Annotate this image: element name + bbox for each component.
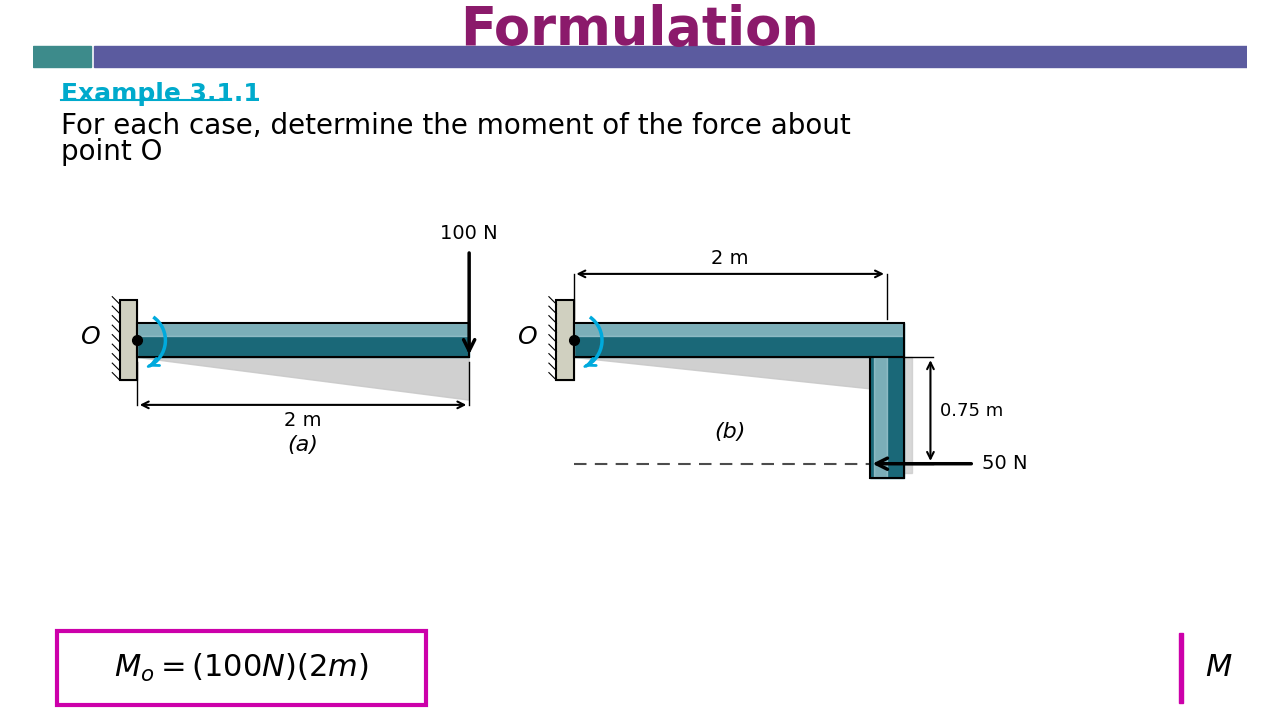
Text: (b): (b) [714,422,746,442]
Bar [874,357,887,478]
Text: Formulation: Formulation [461,4,819,55]
FancyBboxPatch shape [58,631,426,705]
Text: For each case, determine the moment of the force about: For each case, determine the moment of t… [61,112,851,140]
Text: 50 N: 50 N [982,454,1027,473]
Bar [557,300,573,380]
Bar [137,323,470,336]
Text: $M_o = (100N)(2m)$: $M_o = (100N)(2m)$ [114,652,369,684]
Bar [137,323,470,357]
Bar [120,300,137,380]
Text: 0.75 m: 0.75 m [940,402,1004,420]
Text: $M$: $M$ [1204,653,1233,683]
Polygon shape [573,357,887,391]
Bar [573,323,904,357]
Text: point O: point O [61,138,163,166]
Bar [1179,633,1183,703]
Bar [869,357,904,478]
Bar [557,300,573,380]
Text: Example 3.1.1: Example 3.1.1 [61,82,261,106]
Polygon shape [137,357,470,400]
Polygon shape [874,357,913,473]
Text: 2 m: 2 m [712,249,749,268]
Bar [869,357,904,478]
Bar [120,300,137,380]
Bar [573,323,904,357]
Text: O: O [518,325,538,348]
Text: (a): (a) [288,436,319,455]
Text: 2 m: 2 m [284,410,321,430]
Bar [137,323,470,357]
Bar [95,46,1248,67]
Bar [32,46,91,67]
Text: O: O [81,325,101,348]
Bar [573,323,904,336]
Text: 100 N: 100 N [440,224,498,243]
